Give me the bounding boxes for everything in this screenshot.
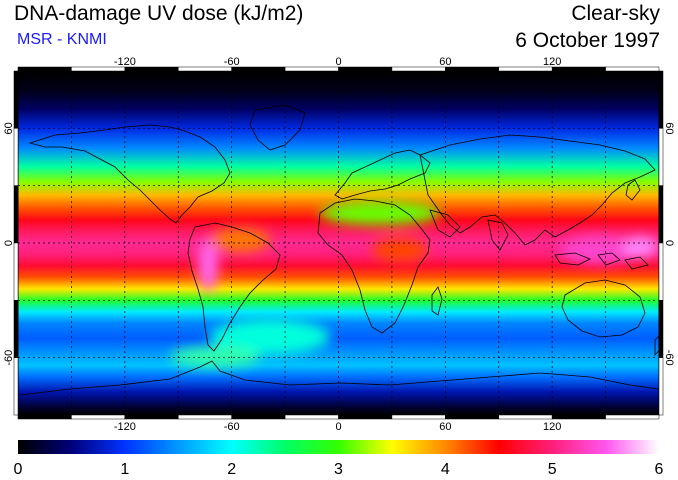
frame-segment-bottom xyxy=(391,414,446,420)
frame-segment-right xyxy=(658,300,664,358)
frame-segment-bottom xyxy=(551,414,606,420)
japan-coastline xyxy=(625,179,641,201)
longitude-tick-label: 0 xyxy=(335,421,341,433)
europe-coastline xyxy=(334,149,431,200)
frame-segment-bottom xyxy=(605,414,660,420)
frame-segment-top xyxy=(391,66,446,72)
frame-segment-bottom xyxy=(284,414,339,420)
frame-segment-bottom xyxy=(124,414,179,420)
antarctica-coastline xyxy=(19,360,659,396)
frame-segment-left xyxy=(13,128,19,186)
date-label: 6 October 1997 xyxy=(515,29,660,52)
map-field xyxy=(18,71,659,415)
new-zealand-coastline xyxy=(654,335,659,357)
longitude-labels-top: -120 -60 0 60 120 xyxy=(114,56,562,68)
latitude-tick-label: 0 xyxy=(663,240,675,246)
south-atlantic-cyan-region xyxy=(210,319,330,355)
longitude-labels-bottom: -120 -60 0 60 120 xyxy=(114,421,562,433)
frame-segment-left xyxy=(13,70,19,129)
frame-segment-top xyxy=(338,66,393,72)
indonesia-coastline xyxy=(554,252,649,270)
frame-segment-bottom xyxy=(231,414,286,420)
frame-segments xyxy=(13,66,664,420)
longitude-tick-label: 60 xyxy=(439,56,451,68)
map-title: DNA-damage UV dose (kJ/m2) xyxy=(14,2,304,25)
colorbar-tick-label: 4 xyxy=(441,461,450,478)
colorbar-tick-label: 3 xyxy=(334,461,343,478)
latitude-labels-left: 60 0 -60 xyxy=(3,122,15,365)
greenland-coastline xyxy=(249,104,306,151)
frame-segment-top xyxy=(17,66,72,72)
africa-coastline xyxy=(317,198,431,334)
colorbar-labels: 0 1 2 3 4 5 6 xyxy=(14,461,664,478)
asia-coastline xyxy=(419,134,656,246)
graticule xyxy=(18,71,659,415)
frame-segment-right xyxy=(658,128,664,186)
frame-segment-bottom xyxy=(445,414,500,420)
frame-segment-right xyxy=(658,185,664,244)
latitude-tick-label: -60 xyxy=(3,350,15,366)
colorbar-tick-label: 2 xyxy=(227,461,236,478)
longitude-tick-label: -120 xyxy=(114,56,136,68)
uv-dose-map-figure: -120 -60 0 60 120 -120 -60 0 60 120 600-60 600-6… xyxy=(3,56,675,478)
frame-segment-top xyxy=(231,66,286,72)
longitude-tick-label: -60 xyxy=(224,421,240,433)
colorbar-tick-label: 6 xyxy=(655,461,664,478)
longitude-tick-label: 120 xyxy=(543,421,561,433)
frame-segment-top xyxy=(284,66,339,72)
frame-segment-left xyxy=(13,185,19,244)
amazon-region xyxy=(210,228,270,252)
frame-segment-right xyxy=(658,242,664,301)
south-america-coastline xyxy=(187,222,281,352)
frame-segment-top xyxy=(605,66,660,72)
frame-segment-left xyxy=(13,357,19,416)
north-america-coastline xyxy=(28,124,231,224)
latitude-tick-label: 60 xyxy=(3,122,15,134)
antarctic-peninsula-region xyxy=(170,347,260,367)
central-africa-region xyxy=(372,238,428,262)
latitude-labels-right: 60 0 -60 xyxy=(663,122,675,365)
frame-segment-bottom xyxy=(338,414,393,420)
colorbar-tick-label: 0 xyxy=(14,461,23,478)
west-pacific-peak-region xyxy=(622,237,658,257)
frame-segment-right xyxy=(658,70,664,129)
arabia-india-coastline xyxy=(429,209,509,251)
longitude-tick-label: 120 xyxy=(543,56,561,68)
frame-segment-top xyxy=(445,66,500,72)
longitude-tick-label: 0 xyxy=(335,56,341,68)
latitude-tick-label: 60 xyxy=(663,122,675,134)
longitude-tick-label: -120 xyxy=(114,421,136,433)
latitude-tick-label: -60 xyxy=(663,350,675,366)
latitude-tick-label: 0 xyxy=(3,240,15,246)
source-label: MSR - KNMI xyxy=(17,31,107,48)
frame-segment-bottom xyxy=(178,414,232,420)
colorbar xyxy=(18,440,659,454)
colorbar-tick-label: 1 xyxy=(120,461,129,478)
frame-segment-bottom xyxy=(17,414,72,420)
condition-label: Clear-sky xyxy=(571,2,660,25)
sahara-region xyxy=(320,201,440,225)
coastlines xyxy=(19,104,659,396)
frame-segment-left xyxy=(13,300,19,358)
frame-segment-bottom xyxy=(498,414,553,420)
australia-coastline xyxy=(561,279,646,338)
frame-segment-right xyxy=(658,357,664,416)
longitude-tick-label: -60 xyxy=(224,56,240,68)
madagascar-coastline xyxy=(431,286,443,316)
frame-segment-left xyxy=(13,242,19,301)
andes-high-dose-region xyxy=(198,239,218,291)
frame-segment-bottom xyxy=(71,414,126,420)
longitude-tick-label: 60 xyxy=(439,421,451,433)
colorbar-tick-label: 5 xyxy=(548,461,557,478)
